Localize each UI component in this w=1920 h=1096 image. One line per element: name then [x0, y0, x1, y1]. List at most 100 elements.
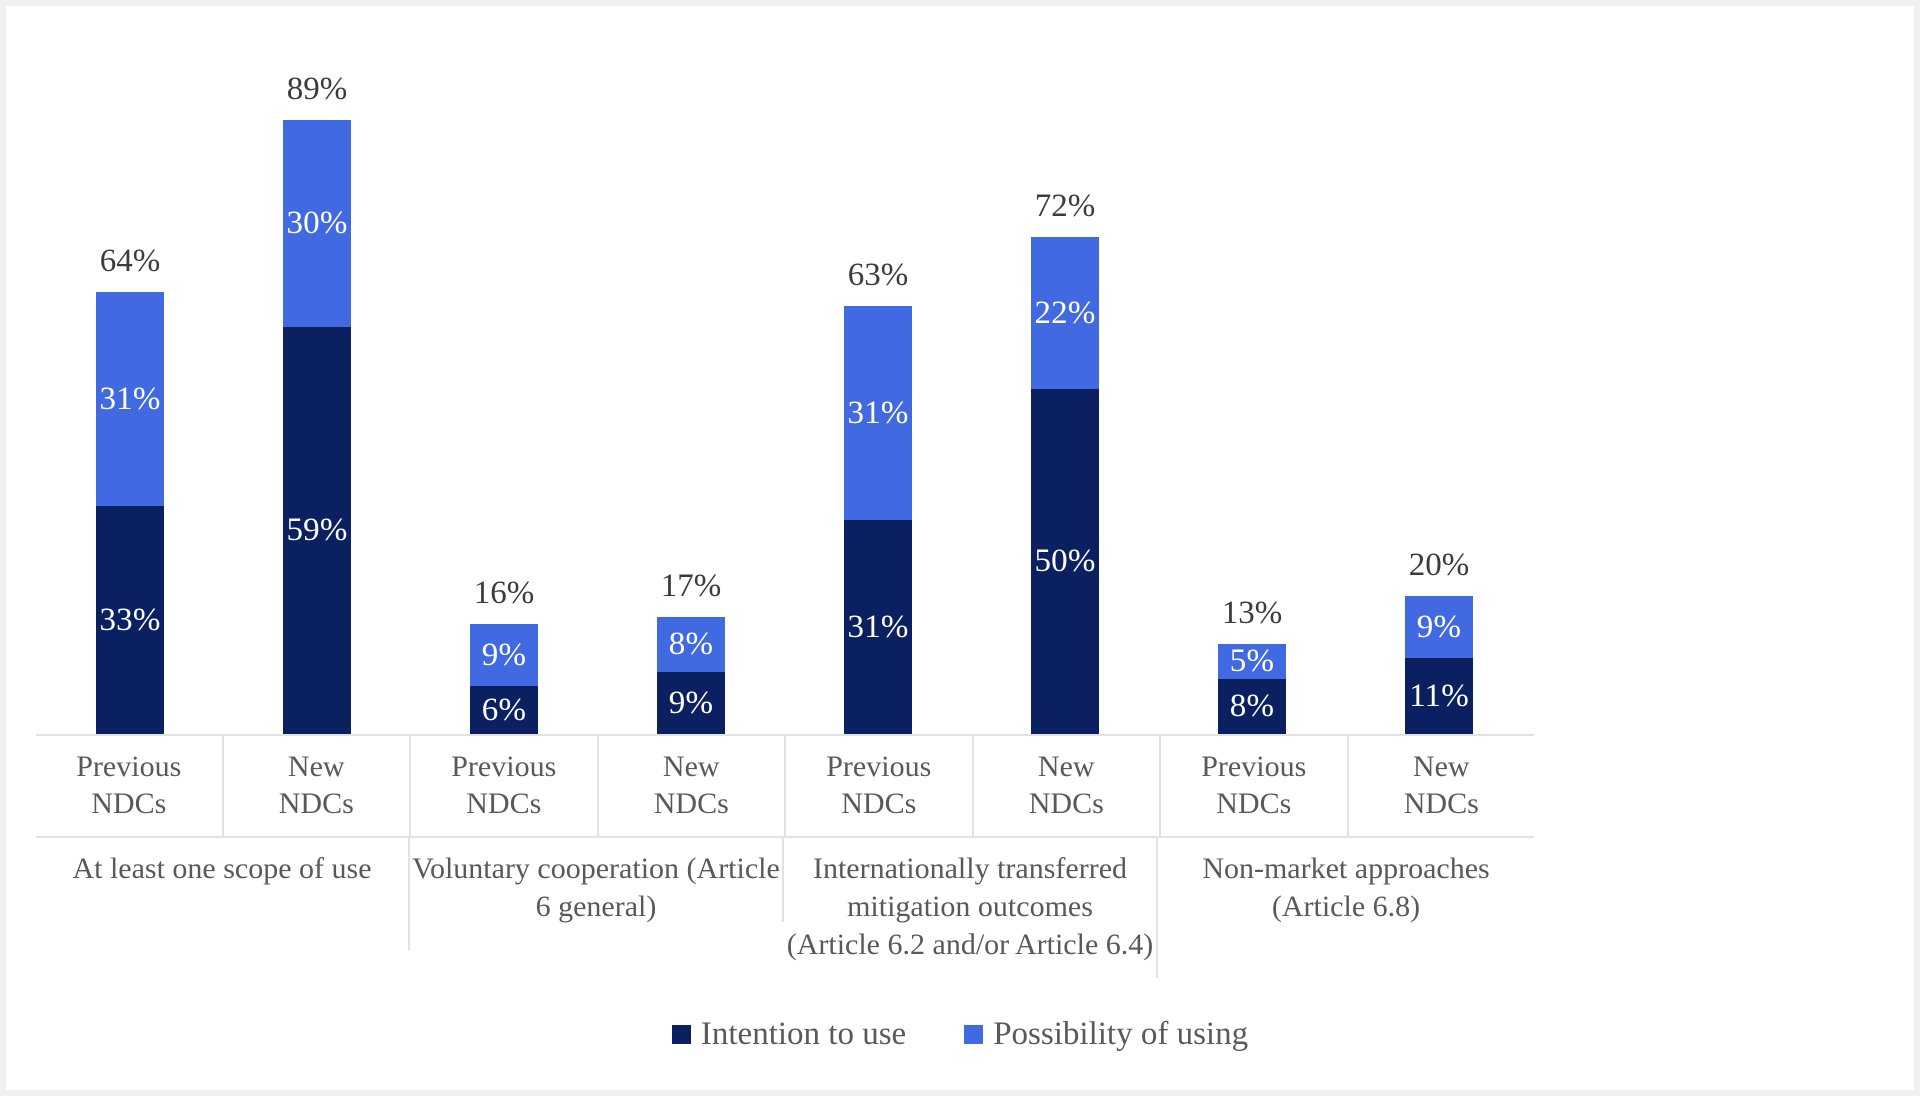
- bar-segment-label-intention-1: 59%: [286, 512, 348, 548]
- bar-total-label-3: 17%: [660, 568, 722, 604]
- axis-label-line2-6: NDCs: [1216, 787, 1292, 820]
- bar-segment-possibility-6[interactable]: 5%: [1218, 644, 1286, 679]
- legend-swatch-dark-icon: [671, 1025, 691, 1044]
- bar-total-label-4: 63%: [847, 257, 909, 293]
- axis-group-line2-3: (Article 6.8): [1271, 889, 1421, 923]
- bar-slot-4[interactable]: 63% 31% 31%: [844, 259, 912, 734]
- axis-label-cell-3: New NDCs: [598, 736, 786, 838]
- axis-label-line1-7: New: [1412, 750, 1470, 784]
- bar-stack-3: 8% 9%: [657, 617, 725, 734]
- axis-group-line1-0: At least one scope of use: [72, 852, 372, 885]
- bar-total-label-2: 16%: [473, 575, 535, 611]
- axis-label-line1-2: Previous: [451, 750, 557, 784]
- axis-label-line2-5: NDCs: [1028, 787, 1104, 820]
- axis-label-line1-6: Previous: [1201, 750, 1307, 784]
- bar-segment-intention-0[interactable]: 33%: [96, 506, 164, 734]
- bar-segment-possibility-0[interactable]: 31%: [96, 292, 164, 506]
- bar-segment-intention-1[interactable]: 59%: [283, 327, 351, 734]
- bar-stack-0: 31% 33%: [96, 292, 164, 734]
- bar-slot-7[interactable]: 20% 9% 11%: [1405, 549, 1473, 734]
- bar-segment-label-possibility-1: 30%: [286, 205, 348, 241]
- chart-legend: Intention to use Possibility of using: [0, 1018, 1920, 1051]
- bar-segment-intention-6[interactable]: 8%: [1218, 679, 1286, 734]
- bar-segment-label-possibility-2: 9%: [481, 636, 527, 673]
- axis-group-line1-3: Non-market approaches: [1202, 852, 1490, 885]
- bar-segment-label-possibility-4: 31%: [847, 394, 909, 431]
- axis-label-line2-0: NDCs: [91, 787, 167, 820]
- bar-segment-intention-7[interactable]: 11%: [1405, 658, 1473, 734]
- axis-label-line1-0: Previous: [76, 750, 182, 784]
- legend-label-possibility: Possibility of using: [993, 1016, 1249, 1052]
- axis-label-line2-2: NDCs: [466, 787, 542, 820]
- bar-segment-label-intention-0: 33%: [99, 601, 161, 638]
- bar-segment-label-possibility-7: 9%: [1416, 608, 1462, 645]
- axis-tier-ndc-row: Previous NDCs New NDCs Previous NDCs New…: [36, 736, 1534, 838]
- bar-segment-possibility-2[interactable]: 9%: [470, 624, 538, 686]
- axis-tier-group-row: At least one scope of use Voluntary coop…: [36, 838, 1534, 978]
- bar-segment-possibility-3[interactable]: 8%: [657, 617, 725, 672]
- legend-label-intention: Intention to use: [700, 1016, 907, 1052]
- bar-slot-5[interactable]: 72% 22% 50%: [1031, 190, 1099, 734]
- axis-group-cell-2: Internationally transferred mitigation o…: [784, 838, 1158, 978]
- axis-group-line2-2: mitigation outcomes: [847, 889, 1093, 923]
- bar-segment-label-intention-6: 8%: [1229, 688, 1275, 724]
- axis-label-cell-0: Previous NDCs: [36, 736, 224, 838]
- axis-label-line2-7: NDCs: [1403, 787, 1479, 820]
- bar-segment-label-intention-5: 50%: [1034, 543, 1096, 579]
- axis-label-cell-6: Previous NDCs: [1161, 736, 1349, 838]
- bar-stack-7: 9% 11%: [1405, 596, 1473, 734]
- bar-segment-possibility-7[interactable]: 9%: [1405, 596, 1473, 658]
- bar-segment-possibility-4[interactable]: 31%: [844, 306, 912, 520]
- bar-total-label-5: 72%: [1034, 188, 1096, 224]
- axis-group-line2-1: 6 general): [535, 889, 657, 923]
- axis-group-line3-2: (Article 6.2 and/or Article 6.4): [786, 927, 1154, 961]
- axis-label-line1-1: New: [287, 750, 345, 784]
- bar-slot-1[interactable]: 89% 30% 59%: [283, 73, 351, 734]
- axis-label-cell-7: New NDCs: [1348, 736, 1534, 838]
- axis-label-line1-5: New: [1037, 750, 1095, 784]
- bar-segment-label-possibility-3: 8%: [668, 626, 714, 662]
- bar-total-label-0: 64%: [99, 243, 161, 279]
- legend-swatch-light-icon: [964, 1025, 984, 1044]
- axis-group-cell-0: At least one scope of use: [36, 838, 410, 950]
- axis-label-cell-4: Previous NDCs: [786, 736, 974, 838]
- bar-segment-label-intention-4: 31%: [847, 608, 909, 645]
- axis-group-cell-1: Voluntary cooperation (Article 6 general…: [410, 838, 784, 923]
- axis-label-line2-3: NDCs: [653, 787, 729, 820]
- bar-slot-3[interactable]: 17% 8% 9%: [657, 570, 725, 734]
- legend-item-intention[interactable]: Intention to use: [671, 1016, 907, 1052]
- bar-segment-intention-2[interactable]: 6%: [470, 686, 538, 734]
- bar-total-label-7: 20%: [1408, 547, 1470, 583]
- bar-stack-5: 22% 50%: [1031, 237, 1099, 734]
- bar-slot-2[interactable]: 16% 9% 6%: [470, 577, 538, 734]
- bar-segment-intention-5[interactable]: 50%: [1031, 389, 1099, 734]
- axis-label-line1-3: New: [662, 750, 720, 784]
- bar-stack-6: 5% 8%: [1218, 644, 1286, 734]
- axis-label-cell-2: Previous NDCs: [411, 736, 599, 838]
- bar-segment-label-intention-2: 6%: [481, 691, 527, 728]
- bar-total-label-6: 13%: [1221, 595, 1283, 631]
- axis-label-line2-4: NDCs: [841, 787, 917, 820]
- axis-group-line1-1: Voluntary cooperation (Article: [412, 852, 780, 885]
- bar-segment-label-intention-3: 9%: [668, 684, 714, 721]
- axis-label-cell-1: New NDCs: [223, 736, 411, 838]
- bar-slot-6[interactable]: 13% 5% 8%: [1218, 597, 1286, 734]
- bar-total-label-1: 89%: [286, 71, 348, 107]
- legend-item-possibility[interactable]: Possibility of using: [964, 1018, 1248, 1051]
- bar-segment-intention-4[interactable]: 31%: [844, 520, 912, 734]
- bar-segment-label-possibility-0: 31%: [99, 380, 161, 417]
- axis-group-line1-2: Internationally transferred: [812, 852, 1128, 885]
- bar-segment-possibility-1[interactable]: 30%: [283, 120, 351, 327]
- axis-label-line2-1: NDCs: [278, 787, 354, 820]
- axis-label-line1-4: Previous: [826, 750, 932, 784]
- bar-segment-label-possibility-5: 22%: [1034, 294, 1096, 331]
- plot-area: 64% 31% 33% 89% 30% 59%: [96, 73, 1473, 734]
- axis-label-cell-5: New NDCs: [973, 736, 1161, 838]
- bar-stack-2: 9% 6%: [470, 624, 538, 734]
- bar-slot-0[interactable]: 64% 31% 33%: [96, 245, 164, 734]
- bar-segment-intention-3[interactable]: 9%: [657, 672, 725, 734]
- category-axis-table: Previous NDCs New NDCs Previous NDCs New…: [36, 734, 1534, 978]
- bar-segment-label-possibility-6: 5%: [1229, 643, 1275, 679]
- bar-segment-possibility-5[interactable]: 22%: [1031, 237, 1099, 389]
